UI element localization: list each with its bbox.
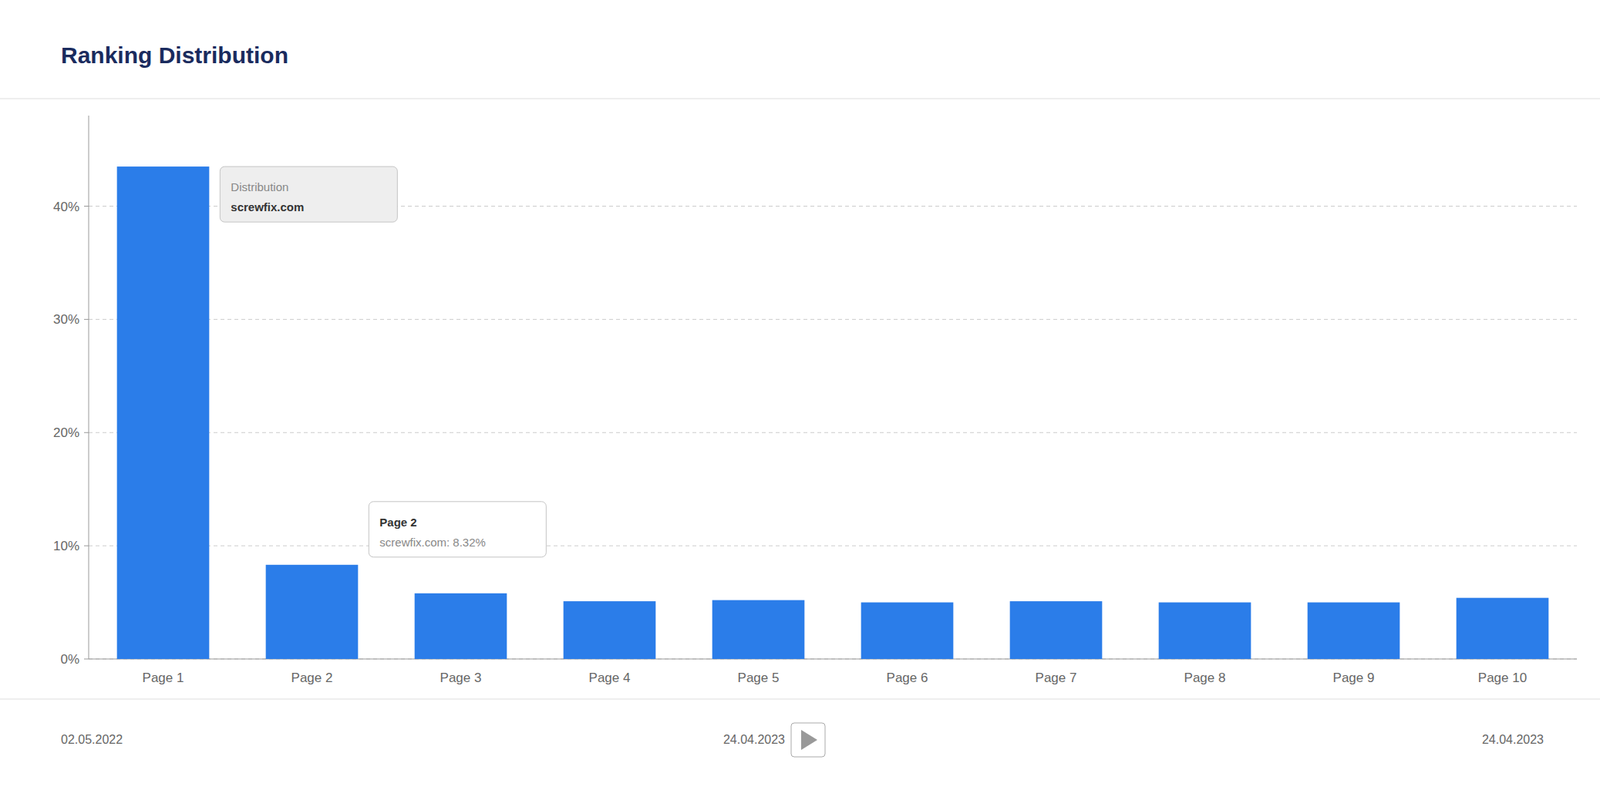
bar xyxy=(1158,602,1252,660)
y-tick xyxy=(84,205,89,207)
x-tick-label: Page 9 xyxy=(1333,670,1375,686)
y-tick-label: 10% xyxy=(53,538,80,554)
x-axis: Page 1 Page 2 Page 3 Page 4 Page 5 Page 6 Page… xyxy=(142,670,1528,686)
bar xyxy=(414,593,508,660)
y-axis: 0% 10% 20% 30% 40% xyxy=(53,115,1577,667)
bars xyxy=(117,166,1550,660)
bar xyxy=(266,565,359,660)
x-tick-label: Page 7 xyxy=(1035,670,1078,686)
x-tick-label: Page 8 xyxy=(1184,670,1227,686)
play-button-icon xyxy=(801,730,818,751)
y-tick-label: 30% xyxy=(53,312,80,327)
y-tick-label: 20% xyxy=(53,425,80,441)
y-tick xyxy=(84,432,89,434)
bar xyxy=(1010,601,1103,660)
footer-date: 24.04.2023 xyxy=(1482,733,1544,747)
bar xyxy=(861,602,954,660)
separator xyxy=(0,97,1600,99)
y-tick-label: 0% xyxy=(60,652,80,667)
tooltip-text: screwfix.com: 8.32% xyxy=(379,535,486,550)
play-button xyxy=(791,723,826,758)
chart-svg: Ranking Distribution 0% 10% 20% 30% 40% Page 1… xyxy=(0,0,1600,790)
bar xyxy=(712,600,806,660)
annotations: Distribution screwfix.com Page 2 screwfix.c… xyxy=(219,166,546,558)
chart-title: Ranking Distribution xyxy=(60,42,289,68)
tooltip-text: Distribution xyxy=(230,180,289,194)
y-tick xyxy=(84,319,89,320)
tooltip-box xyxy=(368,501,546,558)
bar xyxy=(1307,602,1401,660)
tooltip-text: screwfix.com xyxy=(230,200,304,214)
x-tick-label: Page 1 xyxy=(142,670,185,686)
chart-container: Ranking Distribution 0% 10% 20% 30% 40% Page 1… xyxy=(0,0,1600,790)
tooltip: Distribution screwfix.com xyxy=(219,166,398,223)
x-tick-label: Page 5 xyxy=(737,670,780,686)
x-tick-label: Page 2 xyxy=(291,670,334,686)
tooltip-box xyxy=(219,166,398,223)
bar xyxy=(563,601,657,660)
x-tick-label: Page 6 xyxy=(886,670,929,686)
y-tick xyxy=(84,545,89,547)
bar xyxy=(1456,598,1550,660)
grid-line xyxy=(88,432,1577,434)
x-tick-label: Page 10 xyxy=(1478,670,1527,686)
y-axis-line xyxy=(88,115,90,660)
x-tick-label: Page 3 xyxy=(440,670,482,686)
grid-line xyxy=(88,545,1577,547)
tooltip-text: Page 2 xyxy=(379,515,417,529)
tooltip: Page 2 screwfix.com: 8.32% xyxy=(368,501,546,558)
separator xyxy=(0,698,1600,700)
bar xyxy=(117,166,210,660)
play-button-box xyxy=(791,723,826,758)
x-tick-label: Page 4 xyxy=(589,670,631,686)
grid-line xyxy=(88,319,1577,320)
footer-date: 02.05.2022 xyxy=(60,733,123,747)
y-tick xyxy=(84,659,89,661)
y-tick-label: 40% xyxy=(53,199,80,215)
footer-date: 24.04.2023 xyxy=(723,733,785,747)
